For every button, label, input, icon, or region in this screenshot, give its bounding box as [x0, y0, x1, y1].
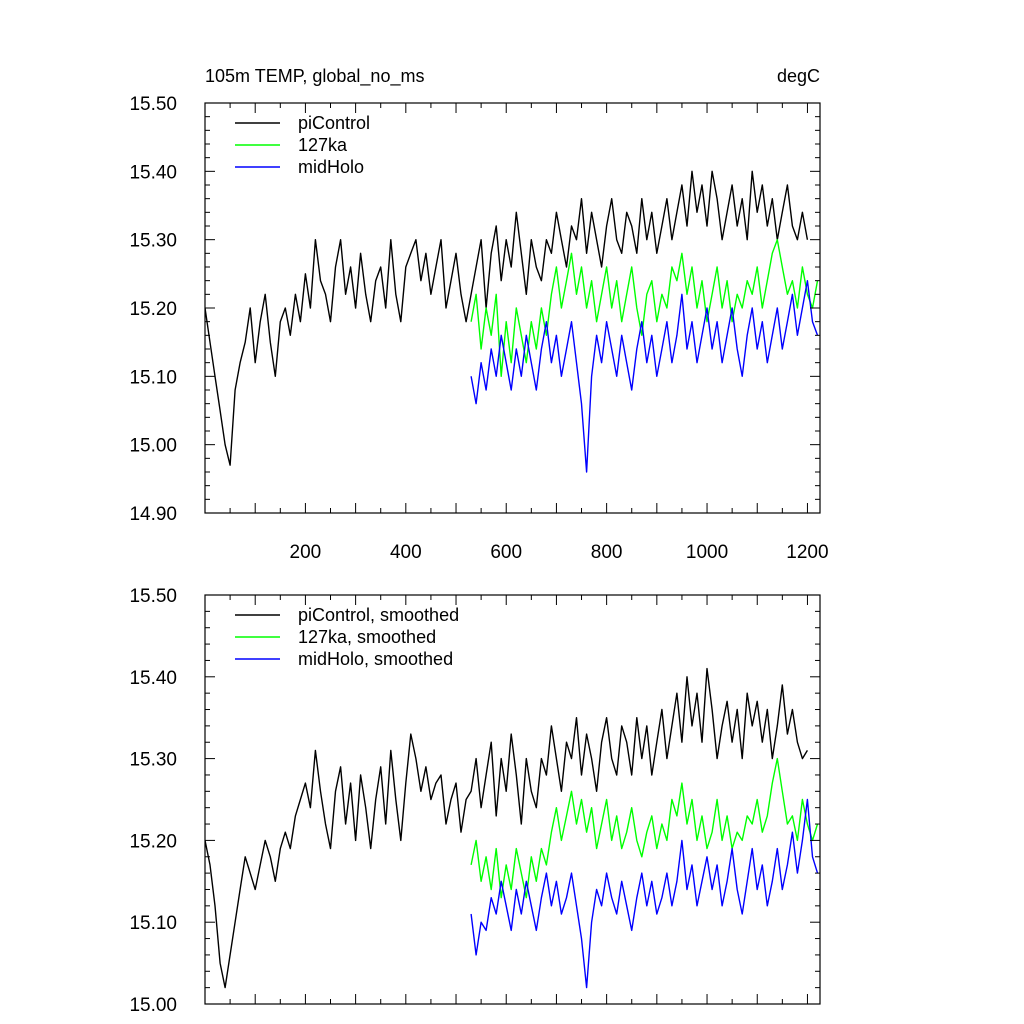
- y-tick-label: 15.00: [129, 995, 177, 1016]
- series-line-0-1: [470, 238, 819, 377]
- bottom-panel: 15.00 15.10 15.20 15.30 15.40 15.50 piControl,…: [129, 586, 821, 1016]
- top-panel: 14.90 15.00 15.10 15.20 15.30 15.40 15.50 200 40…: [129, 94, 828, 563]
- y-tick-label: 15.40: [129, 668, 177, 689]
- series-line-0-0: [205, 170, 809, 466]
- y-tick-label: 15.20: [129, 299, 177, 320]
- legend-label: 127ka: [298, 135, 348, 155]
- y-tick-label: 15.10: [129, 913, 177, 934]
- y-tick-label: 15.50: [129, 586, 177, 607]
- x-tick-label: 1000: [686, 542, 728, 563]
- plot-frame: [204, 594, 821, 1005]
- x-tick-label: 800: [591, 542, 623, 563]
- figure-units: degC: [777, 66, 820, 86]
- series-line-0-2: [470, 280, 819, 473]
- legend-label: 127ka, smoothed: [298, 627, 436, 647]
- y-tick-label: 15.30: [129, 750, 177, 771]
- series-line-1-0: [205, 667, 808, 989]
- y-tick-label: 15.40: [129, 162, 177, 183]
- series-line-1-1: [470, 757, 819, 899]
- legend-label: piControl, smoothed: [298, 605, 459, 625]
- legend-label: midHolo: [298, 157, 364, 177]
- y-tick-label: 15.30: [129, 231, 177, 252]
- series-line-1-2: [470, 798, 819, 989]
- figure-title: 105m TEMP, global_no_ms: [205, 66, 424, 87]
- y-tick-label: 15.20: [129, 831, 177, 852]
- x-tick-label: 200: [290, 542, 322, 563]
- x-tick-label: 1200: [786, 542, 828, 563]
- y-tick-label: 15.50: [129, 94, 177, 115]
- x-tick-label: 600: [490, 542, 522, 563]
- x-tick-label: 400: [390, 542, 422, 563]
- y-tick-label: 14.90: [129, 504, 177, 525]
- y-tick-label: 15.10: [129, 367, 177, 388]
- legend-label: piControl: [298, 113, 370, 133]
- legend-label: midHolo, smoothed: [298, 649, 453, 669]
- y-tick-label: 15.00: [129, 436, 177, 457]
